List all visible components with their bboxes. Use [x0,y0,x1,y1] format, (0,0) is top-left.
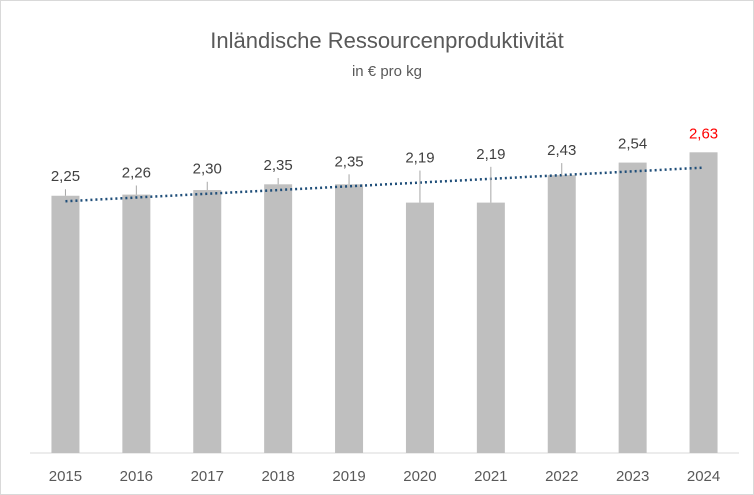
x-tick-label: 2020 [403,468,436,485]
x-tick-label: 2017 [191,468,224,485]
x-tick-label: 2021 [474,468,507,485]
value-label: 2,19 [405,150,434,167]
bar [122,194,151,453]
x-tick-label: 2023 [616,468,649,485]
chart-subtitle: in € pro kg [352,63,422,80]
bar [547,175,576,454]
value-label: 2,43 [547,142,576,159]
value-label: 2,35 [264,157,293,174]
value-label: 2,19 [476,146,505,163]
value-label: 2,30 [193,161,222,178]
x-tick-label: 2019 [332,468,365,485]
bar [689,152,718,453]
bar [618,162,647,454]
x-tick-label: 2015 [49,468,82,485]
value-label: 2,25 [51,168,80,185]
bar [193,190,222,454]
value-label: 2,35 [334,153,363,170]
bar [405,202,434,453]
x-tick-label: 2016 [120,468,153,485]
value-label: 2,26 [122,164,151,181]
value-label: 2,54 [618,136,647,153]
trendline [65,166,704,203]
x-tick-label: 2022 [545,468,578,485]
x-tick-label: 2018 [261,468,294,485]
x-tick-label: 2024 [687,468,720,485]
value-label: 2,63 [689,125,718,142]
chart-title: Inländische Ressourcenproduktivität [210,28,563,53]
bar [335,184,364,454]
bar [476,202,505,453]
bar [51,195,80,453]
bar [264,184,293,454]
